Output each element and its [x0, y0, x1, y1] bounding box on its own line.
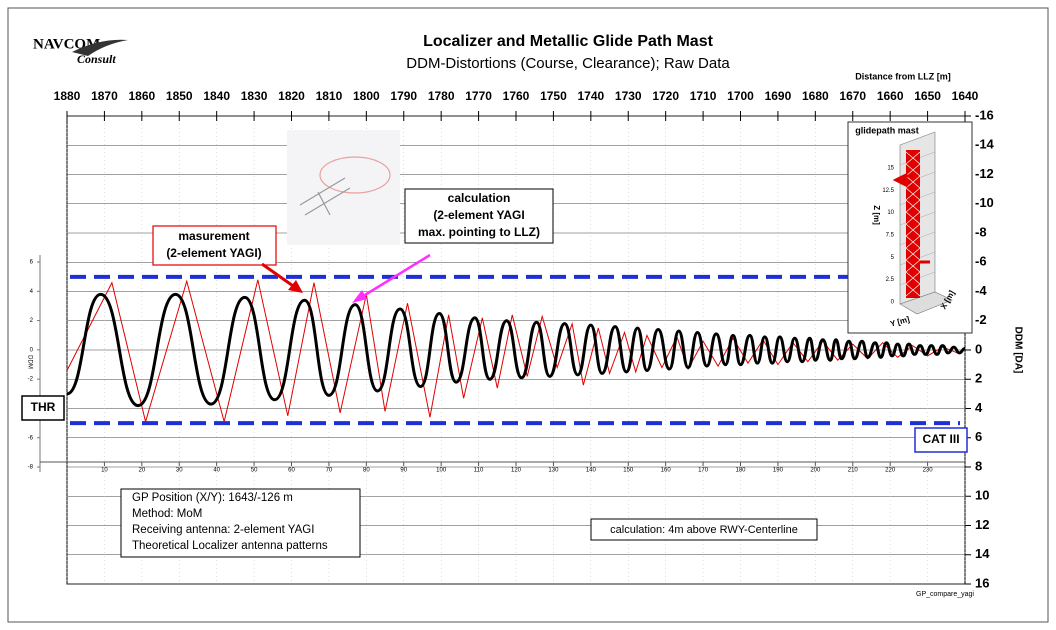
x-axis-title: Distance from LLZ [m]	[855, 71, 951, 81]
inset-z-tick-label: 10	[887, 210, 894, 216]
info-line: Theoretical Localizer antenna patterns	[132, 540, 328, 552]
inner-x-tick-label: 200	[810, 468, 821, 474]
x-tick-label: 1680	[802, 89, 829, 103]
inner-x-tick-label: 220	[885, 468, 896, 474]
inner-axis-title: DDM	[26, 355, 32, 369]
x-tick-label: 1730	[615, 89, 642, 103]
x-tick-label: 1640	[952, 89, 979, 103]
inner-x-tick-label: 40	[213, 468, 220, 474]
inner-x-tick-label: 230	[923, 468, 934, 474]
y-tick-label: -4	[975, 283, 987, 298]
x-tick-label: 1860	[128, 89, 155, 103]
file-name: GP_compare_yagi	[916, 591, 974, 598]
x-tick-label: 1830	[241, 89, 268, 103]
y-tick-label: 16	[975, 575, 989, 590]
y-tick-label: -14	[975, 137, 995, 152]
x-tick-label: 1780	[428, 89, 455, 103]
inset-mast	[906, 150, 920, 298]
calculation-label: calculation	[448, 191, 511, 205]
x-tick-label: 1790	[390, 89, 417, 103]
inner-x-tick-label: 150	[623, 468, 634, 474]
inset-z-tick-label: 2.5	[886, 277, 895, 283]
x-tick-label: 1720	[652, 89, 679, 103]
inner-x-tick-label: 90	[400, 468, 407, 474]
cat-label: CAT III	[922, 432, 959, 446]
x-tick-label: 1700	[727, 89, 754, 103]
chart-title: Localizer and Metallic Glide Path Mast	[423, 33, 714, 50]
y-tick-label: 14	[975, 546, 990, 561]
y-tick-label: -10	[975, 195, 994, 210]
inner-x-tick-label: 190	[773, 468, 784, 474]
inner-x-tick-label: 170	[698, 468, 709, 474]
inner-x-tick-label: 30	[176, 468, 183, 474]
y-tick-label: 0	[975, 341, 982, 356]
inner-y-tick-label: -8	[28, 465, 34, 471]
y-tick-label: -16	[975, 107, 994, 122]
inner-x-tick-label: 20	[138, 468, 145, 474]
inset-z-tick-label: 15	[887, 166, 894, 172]
calc-note: calculation: 4m above RWY-Centerline	[610, 524, 798, 536]
inner-x-tick-label: 70	[326, 468, 333, 474]
y-tick-label: -2	[975, 312, 987, 327]
y-tick-label: 12	[975, 517, 989, 532]
y-tick-label: -8	[975, 224, 987, 239]
info-line: Receiving antenna: 2-element YAGI	[132, 524, 314, 536]
inner-x-tick-label: 60	[288, 468, 295, 474]
chart: NAVCOM Consult Localizer and Metallic Gl…	[0, 0, 1056, 630]
calculation-label: (2-element YAGI	[433, 208, 524, 222]
x-tick-label: 1820	[278, 89, 305, 103]
inner-x-tick-label: 180	[735, 468, 746, 474]
y-axis-title: DDM [DA]	[1012, 327, 1023, 374]
x-tick-label: 1740	[577, 89, 604, 103]
inner-x-tick-label: 110	[474, 468, 484, 474]
inner-x-tick-label: 80	[363, 468, 370, 474]
chart-subtitle: DDM-Distortions (Course, Clearance); Raw…	[406, 55, 730, 72]
x-tick-label: 1650	[914, 89, 941, 103]
y-tick-label: 4	[975, 400, 983, 415]
x-tick-label: 1660	[877, 89, 904, 103]
inset-title: glidepath mast	[855, 125, 919, 135]
y-tick-label: 2	[975, 371, 982, 386]
inner-x-tick-label: 50	[251, 468, 258, 474]
x-tick-label: 1850	[166, 89, 193, 103]
inner-x-tick-label: 120	[511, 468, 522, 474]
faded-image	[287, 130, 400, 245]
inset-z-tick-label: 7.5	[886, 233, 895, 239]
inner-x-tick-label: 100	[436, 468, 447, 474]
inner-x-tick-label: 210	[848, 468, 859, 474]
inset-z-label: Z [m]	[872, 205, 881, 225]
x-tick-label: 1770	[465, 89, 492, 103]
info-line: GP Position (X/Y): 1643/-126 m	[132, 492, 293, 504]
x-tick-label: 1750	[540, 89, 567, 103]
inner-y-tick-label: -6	[28, 435, 34, 441]
measurement-label: (2-element YAGI)	[166, 246, 261, 260]
measurement-label: masurement	[178, 229, 249, 243]
info-line: Method: MoM	[132, 508, 202, 520]
y-tick-label: -6	[975, 254, 987, 269]
y-tick-label: 10	[975, 488, 989, 503]
y-tick-label: -12	[975, 166, 994, 181]
y-tick-label: 8	[975, 458, 982, 473]
thr-label: THR	[31, 400, 56, 414]
inner-x-tick-label: 130	[548, 468, 559, 474]
x-tick-label: 1710	[690, 89, 717, 103]
inner-x-tick-label: 160	[661, 468, 672, 474]
y-tick-label: 6	[975, 429, 982, 444]
x-tick-label: 1880	[54, 89, 81, 103]
inset-z-tick-label: 12.5	[882, 188, 894, 194]
inner-x-tick-label: 140	[586, 468, 597, 474]
x-tick-label: 1800	[353, 89, 380, 103]
x-tick-label: 1810	[316, 89, 343, 103]
calculation-label: max. pointing to LLZ)	[418, 225, 540, 239]
inner-x-tick-label: 10	[101, 468, 108, 474]
x-tick-label: 1690	[765, 89, 792, 103]
inner-y-tick-label: -2	[28, 377, 34, 383]
x-tick-label: 1870	[91, 89, 118, 103]
x-tick-label: 1840	[203, 89, 230, 103]
x-tick-label: 1670	[839, 89, 866, 103]
x-tick-label: 1760	[503, 89, 530, 103]
